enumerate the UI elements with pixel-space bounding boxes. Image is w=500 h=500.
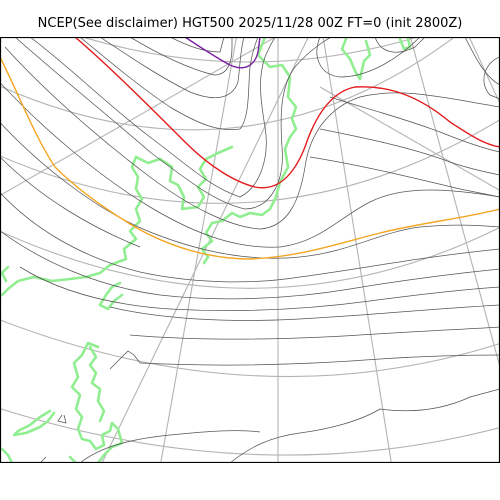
height-contour xyxy=(229,388,500,463)
height-contour xyxy=(139,354,500,366)
coastline xyxy=(0,265,10,283)
height-contour xyxy=(29,37,276,198)
height-contour xyxy=(109,304,500,321)
height-contour xyxy=(14,37,332,210)
height-contour xyxy=(79,430,261,463)
latitude-line xyxy=(0,37,456,131)
height-contour xyxy=(483,56,500,100)
latitude-line xyxy=(80,37,420,63)
graticule-latitudes xyxy=(0,37,500,456)
coastline xyxy=(70,341,124,463)
contour-orange xyxy=(0,56,500,260)
coastline xyxy=(340,37,372,81)
height-contour xyxy=(329,96,500,153)
meridian-line xyxy=(319,86,500,192)
height-contour xyxy=(0,81,500,248)
height-contour xyxy=(129,37,233,76)
meridian-line xyxy=(0,37,277,197)
contour-purple xyxy=(184,37,261,69)
height-contour xyxy=(169,37,225,53)
height-contour xyxy=(319,128,500,176)
meridian-line xyxy=(101,37,309,463)
height-contour xyxy=(0,121,500,259)
coastline xyxy=(98,281,124,311)
height-contour xyxy=(0,230,500,300)
graticule-meridians xyxy=(0,37,500,463)
meridian-line xyxy=(160,37,238,463)
height-contour xyxy=(109,350,141,370)
map-canvas xyxy=(0,37,500,463)
meridian-line xyxy=(409,37,500,368)
height-contour xyxy=(464,37,500,86)
height-contour xyxy=(316,37,421,78)
coastline xyxy=(12,409,56,437)
height-contour xyxy=(0,156,141,248)
coastline xyxy=(200,37,298,265)
latitude-line xyxy=(0,226,500,289)
coastline xyxy=(0,145,234,297)
meridian-line xyxy=(468,37,500,105)
coastline xyxy=(0,447,14,463)
coastline xyxy=(398,37,412,51)
coastline xyxy=(88,345,106,423)
latitude-line xyxy=(0,407,500,456)
map-frame xyxy=(0,37,500,463)
height-contour xyxy=(4,46,500,230)
height-contour xyxy=(79,37,259,131)
height-contour xyxy=(0,191,500,283)
latitude-line xyxy=(0,319,500,377)
meridian-line xyxy=(322,37,392,463)
height-contour xyxy=(57,414,67,424)
height-contour xyxy=(309,156,500,198)
height-contour xyxy=(374,37,426,53)
height-contours xyxy=(0,37,500,463)
height-contour xyxy=(19,266,500,311)
height-contour xyxy=(129,326,500,340)
coastlines xyxy=(0,37,412,463)
height-contour xyxy=(99,37,245,99)
chart-title: NCEP(See disclaimer) HGT500 2025/11/28 0… xyxy=(37,16,463,31)
contour-red xyxy=(74,37,500,189)
latitude-line xyxy=(0,118,500,204)
